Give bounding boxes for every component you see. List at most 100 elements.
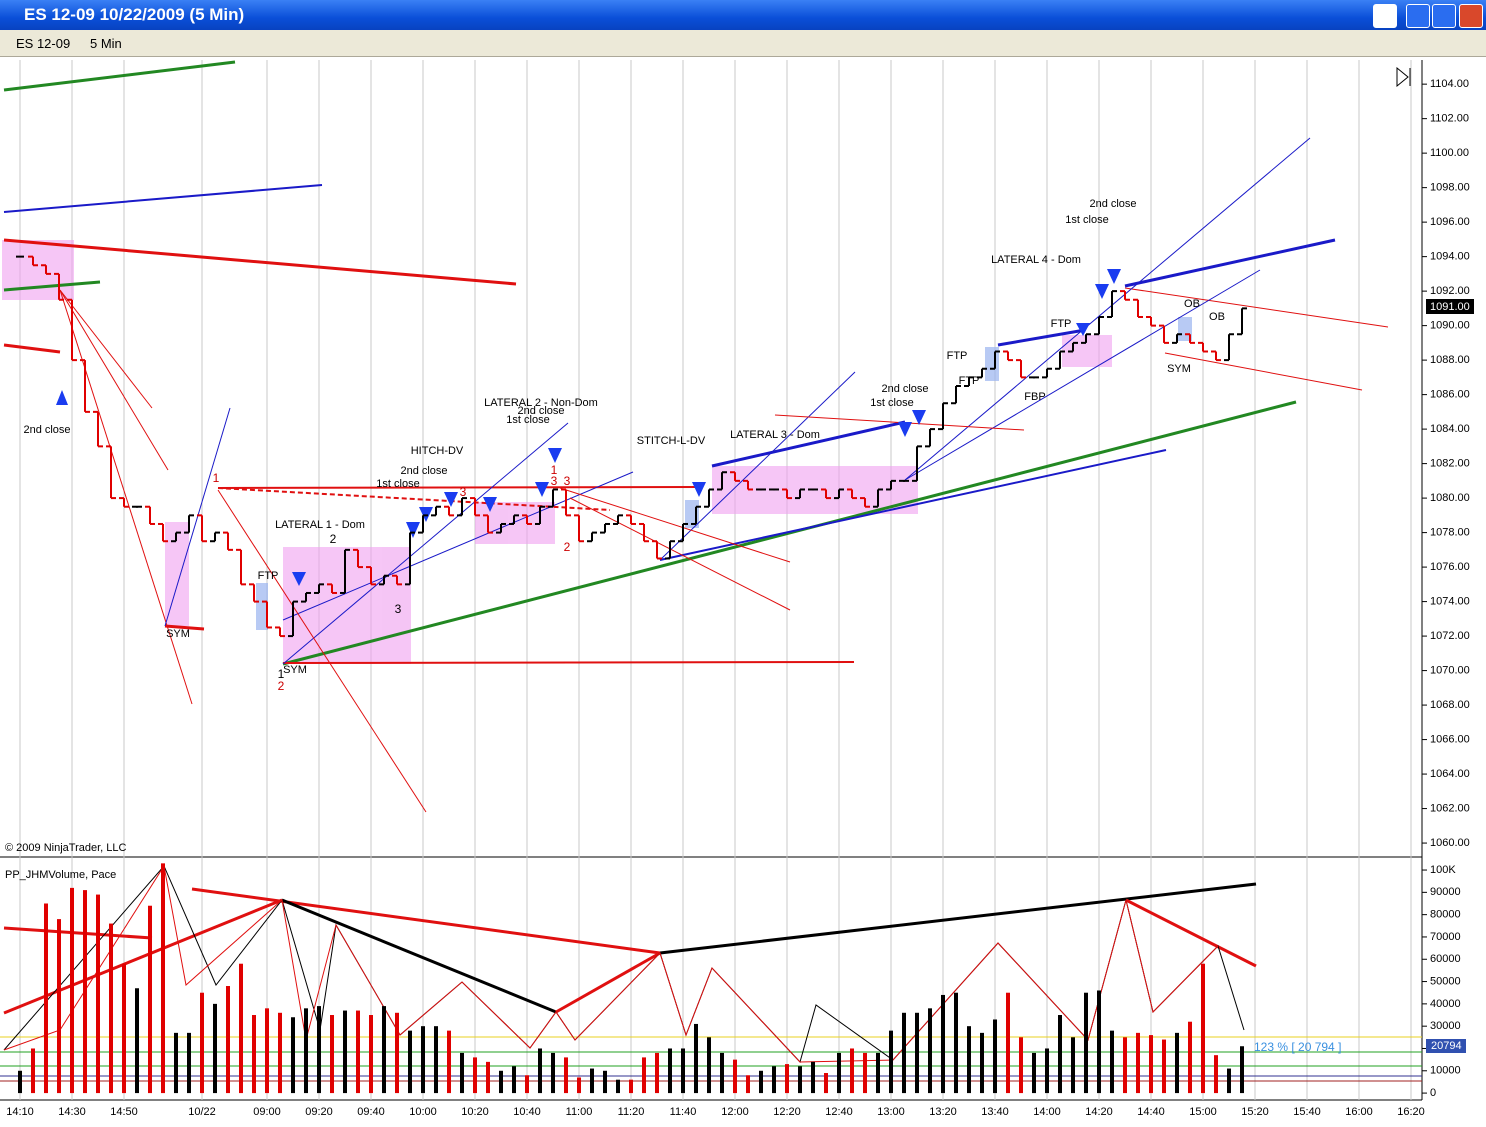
volume-bar [525,1075,529,1094]
volume-bar [473,1057,477,1094]
y-tick-label: 1090.00 [1430,320,1470,332]
x-tick-label: 12:20 [773,1106,801,1118]
price-bar [990,350,1000,370]
price-bar [28,255,38,267]
volume-bar [954,992,958,1094]
price-bar [145,505,155,525]
volume-bar [1045,1048,1049,1094]
close-button[interactable] [1459,4,1483,28]
volume-bar [174,1032,178,1094]
volume-bar [1227,1068,1231,1094]
price-bar [470,497,480,517]
volume-bar [1006,992,1010,1094]
volume-bar [434,1026,438,1094]
x-tick-label: 11:20 [618,1106,645,1118]
volume-bar [200,992,204,1094]
y-tick-label: 90000 [1430,886,1461,898]
volume-bar [1097,990,1101,1094]
volume-bar [356,1010,360,1094]
volume-bar [1188,1021,1192,1094]
volume-bar [421,1026,425,1094]
annotation: 2nd close [400,465,447,477]
price-bar [964,376,974,387]
volume-bar [460,1052,464,1094]
title-bar: ES 12-09 10/22/2009 (5 Min) [0,0,1486,30]
price-bar [106,445,116,500]
link-button[interactable] [1373,4,1397,28]
price-bar [977,367,987,379]
minimize-button[interactable] [1406,4,1430,28]
x-tick-label: 09:00 [253,1106,281,1118]
maximize-button[interactable] [1432,4,1456,28]
volume-bar [382,1006,386,1094]
y-tick-label: 1094.00 [1430,251,1470,263]
price-bar [652,540,662,560]
y-tick-label: 1066.00 [1430,733,1470,745]
volume-bar [408,1030,412,1094]
price-bar [41,264,51,275]
volume-bar [291,1017,295,1094]
x-tick-label: 14:00 [1033,1106,1061,1118]
volume-bar [330,1015,334,1094]
volume-bar [57,919,61,1094]
instrument-select[interactable]: ES 12-09 [16,36,71,51]
price-bar [132,505,142,508]
annotation: SYM [283,664,307,676]
x-tick-label: 15:00 [1189,1106,1217,1118]
price-bar [366,566,376,586]
volume-bar [564,1057,568,1094]
x-tick-label: 16:00 [1345,1106,1373,1118]
volume-bar [941,994,945,1094]
price-bar [1172,333,1182,344]
price-bar [873,488,883,508]
interval-select[interactable]: 5 Min [90,36,122,51]
price-bar [1068,341,1078,353]
pace-label: 123 % [ 20 794 ] [1254,1040,1341,1054]
volume-bar [1201,963,1205,1094]
volume-bar [759,1070,763,1094]
price-bar [67,298,77,362]
annotation: 3 [460,485,467,499]
price-bar [665,540,675,560]
volume-bar [122,963,126,1094]
price-bar [561,488,571,517]
price-bar [1237,307,1247,336]
volume-bar [811,1061,815,1094]
volume-bar [96,894,100,1094]
price-bar [262,600,272,629]
volume-bar [252,1015,256,1094]
scroll-end-button[interactable] [1396,66,1411,88]
x-tick-label: 13:40 [981,1106,1009,1118]
annotation: 2nd close [881,383,928,395]
volume-bar [18,1070,22,1094]
annotation: FTP [1051,318,1072,330]
x-tick-label: 10/22 [188,1106,216,1118]
volume-bar [512,1066,516,1094]
annotation: 1st close [506,414,549,426]
price-bar [795,488,805,500]
volume-bar [694,1023,698,1094]
y-tick-label: 80000 [1430,909,1461,921]
y-tick-label: 1102.00 [1430,113,1469,125]
volume-bar [1175,1032,1179,1094]
price-bar [1120,290,1130,301]
price-bar [314,583,324,594]
price-bar [509,514,519,525]
price-bar [210,531,220,543]
x-tick-label: 11:40 [670,1106,697,1118]
annotation: 2 [278,679,285,693]
volume-bar [551,1052,555,1094]
annotation: FTP [258,570,279,582]
price-bar [769,488,779,491]
price-bar [1133,298,1143,318]
annotation: 1st close [1065,214,1108,226]
price-bar [730,471,740,482]
volume-bar [785,1064,789,1094]
price-bar [1042,367,1052,379]
x-tick-label: 14:30 [58,1106,86,1118]
price-bar [444,505,454,517]
y-tick-label: 1100.00 [1430,147,1469,159]
y-tick-label: 1064.00 [1430,768,1470,780]
price-bar [1081,333,1091,344]
volume-bar [655,1052,659,1094]
